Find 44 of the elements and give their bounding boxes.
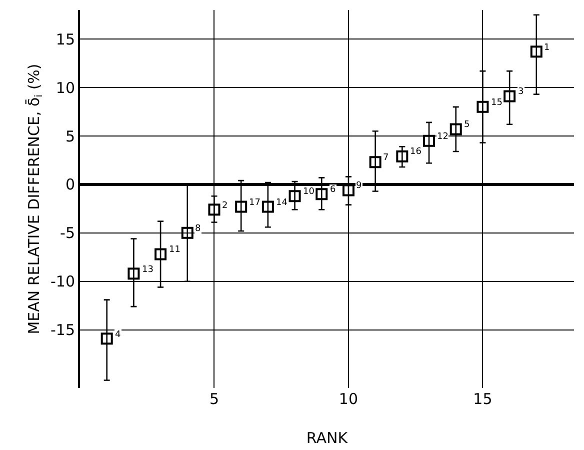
- annotation: 6: [330, 185, 336, 195]
- annotation: 9: [356, 181, 362, 191]
- y-tick-label: 5: [65, 127, 75, 146]
- annotation: 8: [195, 224, 201, 234]
- annotation: 4: [115, 330, 121, 340]
- annotation: 17: [249, 198, 260, 208]
- point: [316, 188, 328, 200]
- annotation: 12: [437, 132, 448, 142]
- point: [262, 200, 274, 213]
- y-tick-label: 10: [56, 78, 75, 97]
- point: [423, 134, 436, 147]
- annotation: 3: [518, 87, 524, 97]
- point: [181, 226, 194, 239]
- x-tick-label: 15: [473, 390, 492, 408]
- point: [530, 46, 542, 58]
- annotation: 11: [169, 245, 180, 255]
- point: [396, 150, 408, 162]
- point: [208, 204, 220, 216]
- point: [288, 190, 301, 202]
- point: [476, 100, 489, 113]
- annotation: 10: [303, 187, 315, 197]
- x-tick-label: 5: [209, 390, 220, 408]
- point: [128, 268, 140, 280]
- annotation: 13: [142, 265, 154, 275]
- y-tick-label: -15: [50, 321, 75, 340]
- point: [235, 200, 248, 213]
- point: [154, 248, 167, 260]
- annotation: 14: [276, 198, 288, 208]
- annotation: 7: [383, 153, 389, 163]
- y-tick-label: 15: [56, 30, 75, 48]
- annotation: 2: [222, 201, 228, 211]
- y-tick-label: -5: [60, 224, 75, 242]
- annotation: 1: [544, 43, 550, 53]
- x-axis-title: RANK: [306, 429, 349, 447]
- annotation: 15: [491, 98, 502, 108]
- y-tick-label: 0: [65, 176, 75, 194]
- point: [450, 123, 462, 136]
- point: [100, 332, 113, 345]
- annotation: 16: [410, 147, 422, 157]
- point: [504, 90, 516, 102]
- y-tick-label: -10: [50, 272, 75, 291]
- annotation: 5: [464, 120, 470, 130]
- x-tick-label: 10: [338, 390, 358, 408]
- point: [369, 156, 382, 168]
